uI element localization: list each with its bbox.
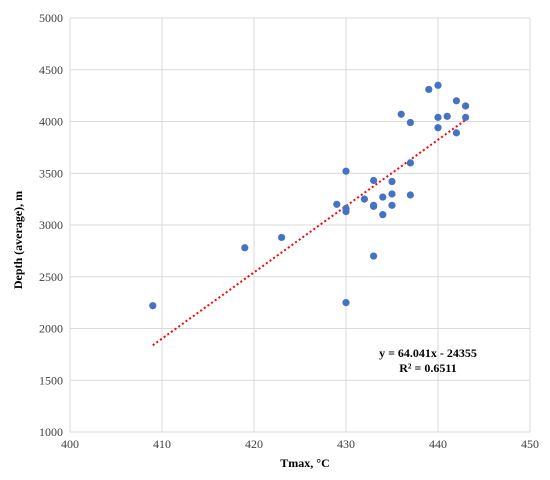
data-point <box>342 167 350 175</box>
x-tick-label: 410 <box>153 437 171 451</box>
data-point <box>379 211 387 219</box>
data-point <box>406 159 414 167</box>
data-point <box>379 193 387 201</box>
y-tick-label: 3500 <box>39 166 63 180</box>
data-point <box>443 112 451 120</box>
x-axis-ticks: 400 410 420 430 440 450 <box>61 437 539 451</box>
data-point <box>370 252 378 260</box>
data-point <box>434 113 442 121</box>
data-point <box>452 129 460 137</box>
y-tick-label: 1500 <box>39 373 63 387</box>
data-point <box>370 176 378 185</box>
data-point <box>241 244 249 252</box>
data-point <box>342 299 350 307</box>
y-tick-label: 5000 <box>39 11 63 25</box>
data-point <box>342 207 350 216</box>
data-point <box>406 118 414 127</box>
data-point <box>333 200 341 208</box>
y-tick-label: 3000 <box>39 218 63 232</box>
y-tick-label: 4500 <box>39 63 63 77</box>
data-point <box>425 85 433 94</box>
data-point <box>397 110 405 118</box>
x-axis-title: Tmax, °C <box>280 456 329 470</box>
x-tick-label: 400 <box>61 437 79 451</box>
x-tick-label: 420 <box>245 437 263 451</box>
data-point <box>149 302 157 310</box>
data-point <box>452 97 460 105</box>
x-tick-label: 440 <box>429 437 447 451</box>
data-point <box>406 191 414 199</box>
trendline <box>152 119 467 347</box>
grid-lines <box>69 17 531 433</box>
y-axis-title: Depth (average), m <box>11 191 25 289</box>
data-point <box>434 124 442 132</box>
x-tick-label: 450 <box>521 437 539 451</box>
y-tick-label: 2000 <box>39 322 63 336</box>
data-point <box>278 233 286 242</box>
data-point <box>388 201 396 209</box>
data-point <box>462 113 470 121</box>
y-tick-label: 1000 <box>39 425 63 439</box>
trendline-path <box>152 119 467 347</box>
data-points <box>149 81 470 310</box>
data-point <box>370 202 378 210</box>
trendline-equation: y = 64.041x - 24355 <box>379 346 477 360</box>
data-point <box>388 177 396 186</box>
data-point <box>388 190 396 198</box>
y-tick-label: 2500 <box>39 270 63 284</box>
data-point <box>434 81 442 89</box>
y-axis-ticks: 1000 1500 2000 2500 3000 3500 4000 4500 5000 <box>39 11 63 439</box>
y-tick-label: 4000 <box>39 115 63 129</box>
data-point <box>462 102 470 110</box>
r-squared-label: R² = 0.6511 <box>399 361 456 375</box>
data-point <box>360 195 368 203</box>
x-tick-label: 430 <box>337 437 355 451</box>
